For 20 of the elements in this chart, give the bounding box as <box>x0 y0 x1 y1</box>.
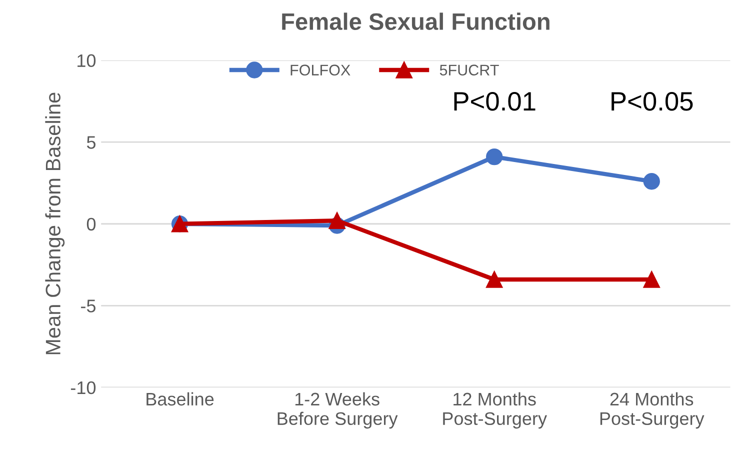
point <box>643 173 660 190</box>
x-tick-label: 24 Months Post-Surgery <box>600 392 704 429</box>
x-tick-label: 1-2 Weeks Before Surgery <box>278 392 398 429</box>
annotation: P<0.01 <box>454 92 536 111</box>
y-axis-title: Mean Change from Baseline <box>45 92 65 354</box>
point <box>486 271 503 288</box>
chart-title: Female Sexual Function <box>282 12 550 30</box>
point <box>486 148 503 166</box>
y-tick-label: 5 <box>86 136 96 149</box>
legend-label: 5FUCRT <box>440 64 499 76</box>
y-tick-label: 10 <box>78 54 96 68</box>
point <box>328 212 346 229</box>
x-tick-label: 12 Months Post-Surgery <box>443 392 547 429</box>
point <box>643 271 660 288</box>
y-tick-label: -5 <box>81 300 96 312</box>
x-tick-label: Baseline <box>146 392 214 406</box>
y-tick-label: -10 <box>70 381 96 394</box>
annotation: P<0.05 <box>612 92 693 111</box>
legend-label: FOLFOX <box>290 64 350 76</box>
y-tick-label: 0 <box>86 218 96 231</box>
